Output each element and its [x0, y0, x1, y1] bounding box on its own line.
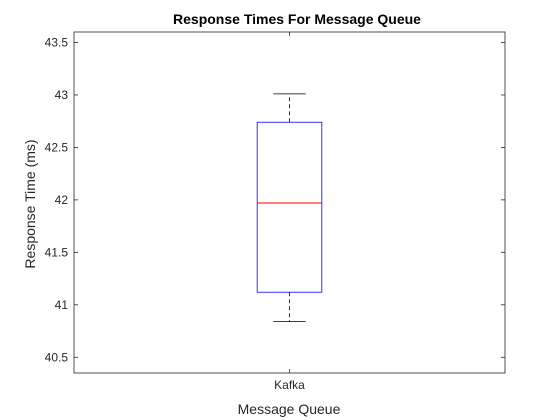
box-kafka — [257, 94, 322, 322]
y-axis-label: Response Time (ms) — [22, 139, 38, 268]
chart-title: Response Times For Message Queue — [173, 11, 421, 27]
y-tick-label: 43 — [55, 88, 69, 102]
y-tick-label: 42.5 — [45, 140, 69, 154]
x-tick-label: Kafka — [274, 378, 305, 392]
y-tick-label: 41.5 — [45, 245, 69, 259]
y-tick-label: 40.5 — [45, 350, 69, 364]
y-tick-label: 41 — [55, 298, 69, 312]
y-tick-label: 42 — [55, 193, 69, 207]
x-axis-label: Message Queue — [238, 401, 341, 417]
y-tick-label: 43.5 — [45, 35, 69, 49]
plot-area: 40.5 41 41.5 42 42.5 43 43.5 Kafka — [45, 32, 505, 392]
interquartile-box — [257, 122, 322, 292]
